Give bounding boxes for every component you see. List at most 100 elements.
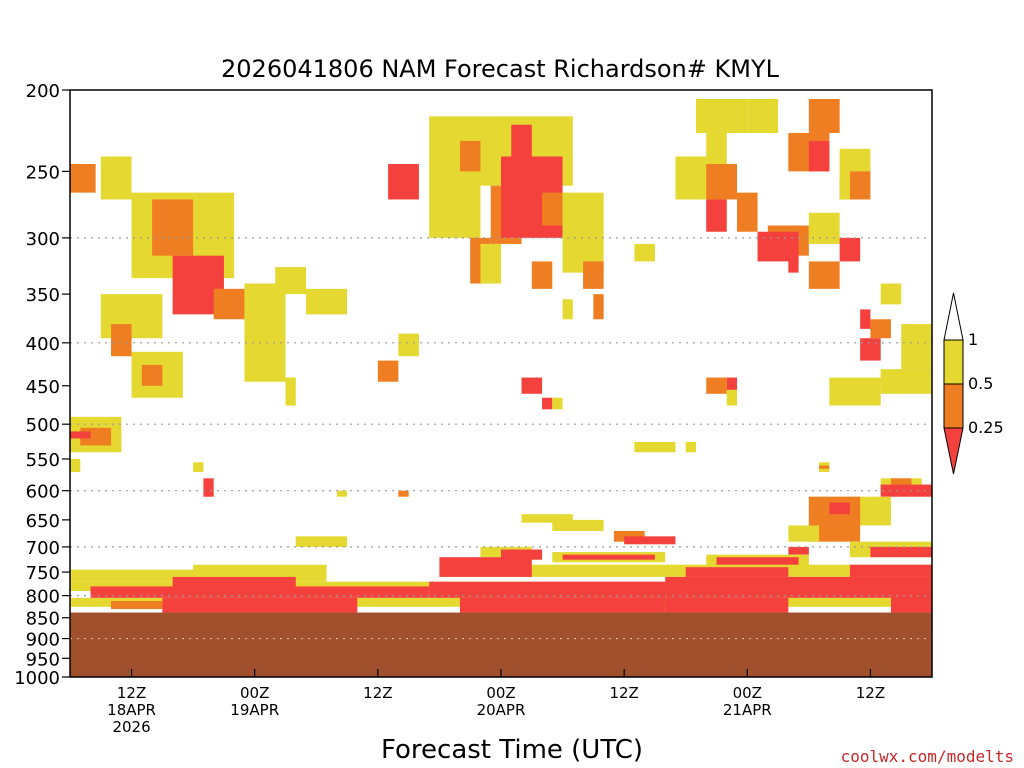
ri-region-red	[890, 595, 932, 613]
x-axis-label: Forecast Time (UTC)	[381, 735, 643, 765]
ri-region-red	[562, 554, 655, 560]
ri-region-orange	[613, 530, 645, 542]
ri-region-yellow	[695, 99, 748, 133]
ri-region-red	[542, 397, 553, 410]
ri-region-orange	[531, 261, 553, 289]
ri-region-yellow	[706, 132, 727, 165]
ri-region-yellow	[562, 192, 604, 273]
ri-region-yellow	[398, 333, 419, 357]
xtick-label: 00Z	[733, 684, 762, 702]
ri-region-red	[788, 546, 809, 555]
xtick-label: 12Z	[117, 684, 146, 702]
ri-region-orange	[737, 192, 758, 232]
ri-region-yellow	[306, 288, 348, 315]
ri-region-orange	[542, 192, 563, 226]
ri-region-yellow	[70, 458, 81, 472]
ri-region-yellow	[808, 212, 840, 244]
ri-region-orange	[593, 294, 604, 320]
ri-region-yellow	[275, 267, 307, 295]
ri-region-red	[203, 478, 214, 497]
ytick-label-900: 900	[26, 630, 60, 651]
ri-region-orange	[213, 288, 245, 320]
ytick-label-200: 200	[26, 81, 60, 102]
ri-region-orange	[111, 601, 163, 610]
ri-region-orange	[70, 164, 96, 193]
ri-region-yellow	[193, 462, 204, 472]
chart-title: 2026041806 NAM Forecast Richardson# KMYL	[221, 55, 780, 83]
credit-text: coolwx.com/modelts	[841, 747, 1014, 766]
ri-region-orange	[111, 324, 132, 357]
xtick-label: 21APR	[723, 701, 772, 719]
ri-region-red	[788, 249, 799, 273]
colorbar-legend: 1 0.5 0.25	[943, 292, 1004, 475]
ytick-label-700: 700	[26, 538, 60, 559]
ri-region-orange	[141, 364, 163, 386]
ri-region-orange	[890, 478, 912, 485]
ytick-label-800: 800	[26, 587, 60, 608]
ytick-label-250: 250	[26, 162, 60, 183]
ri-region-orange	[706, 377, 727, 394]
ri-region-red	[726, 377, 738, 390]
ri-region-yellow	[295, 536, 348, 547]
ri-region-orange	[849, 171, 871, 200]
ri-region-yellow	[634, 441, 676, 453]
ri-region-yellow	[562, 299, 573, 320]
richardson-regions	[70, 99, 932, 613]
xtick-label: 18APR	[107, 701, 156, 719]
xtick-label: 2026	[112, 718, 150, 736]
ri-region-yellow	[880, 283, 902, 305]
ri-region-yellow	[788, 525, 820, 542]
ytick-label-450: 450	[26, 377, 60, 398]
ri-region-orange	[870, 319, 891, 339]
ri-region-yellow	[675, 156, 707, 200]
ri-region-yellow	[747, 99, 779, 133]
ri-region-yellow	[480, 243, 501, 284]
ri-region-red	[459, 597, 666, 613]
colorbar-label: 0.5	[968, 374, 993, 393]
ri-region-orange	[152, 199, 194, 256]
ri-region-red	[665, 576, 932, 598]
ri-region-red	[716, 557, 799, 568]
ri-region-yellow	[829, 377, 881, 406]
ri-region-red	[70, 431, 91, 439]
ri-region-yellow	[685, 441, 696, 453]
y-axis-ticks: 200 250 300 350 400 450 500 550 600 650 700 750 8008…	[14, 81, 70, 689]
ri-region-red	[172, 576, 296, 592]
colorbar-red-arrow	[943, 427, 964, 475]
ri-region-red	[665, 597, 789, 613]
ri-region-orange	[819, 465, 830, 469]
colorbar-label: 0.25	[968, 418, 1004, 437]
ytick-label-850: 850	[26, 609, 60, 630]
xtick-label: 12Z	[609, 684, 638, 702]
ri-region-orange	[377, 360, 399, 382]
ri-region-red	[880, 484, 932, 497]
ri-region-yellow	[521, 514, 573, 523]
ri-region-red	[860, 309, 871, 329]
ri-region-red	[839, 237, 861, 262]
ground-fill	[70, 612, 932, 677]
ri-region-yellow	[285, 377, 296, 406]
ri-region-orange	[398, 490, 409, 497]
ri-region-red	[439, 557, 532, 577]
ri-region-red	[388, 164, 419, 200]
ri-region-red	[685, 567, 789, 577]
ri-region-yellow	[552, 397, 563, 410]
ri-region-yellow	[901, 324, 932, 370]
ri-region-red	[706, 199, 727, 232]
ri-region-red	[849, 564, 932, 577]
ytick-label-950: 950	[26, 649, 60, 670]
ri-region-yellow	[244, 283, 286, 382]
xtick-label: 00Z	[240, 684, 269, 702]
ytick-label-300: 300	[26, 229, 60, 250]
ri-region-yellow	[726, 377, 738, 406]
ri-region-yellow	[193, 564, 327, 577]
colorbar-label: 1	[968, 330, 978, 349]
ri-region-yellow	[634, 243, 655, 262]
ri-region-yellow	[880, 369, 932, 394]
ytick-label-1000: 1000	[14, 668, 60, 689]
ri-region-red	[501, 549, 543, 560]
ri-region-yellow	[336, 490, 348, 497]
ytick-label-650: 650	[26, 511, 60, 532]
ri-region-red	[829, 502, 850, 515]
colorbar-top-arrow	[943, 292, 964, 341]
